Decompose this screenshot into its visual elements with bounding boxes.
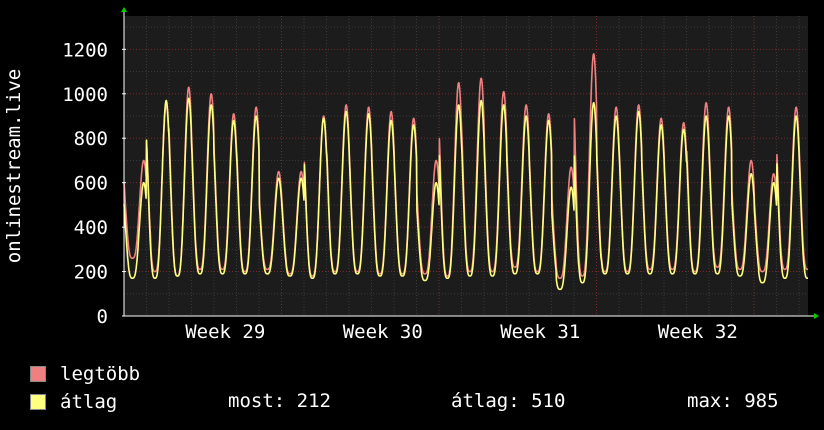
x-tick-label: Week 29 <box>185 321 265 343</box>
y-tick-label: 800 <box>74 128 108 150</box>
series-layer <box>123 53 809 291</box>
y-axis-arrow-icon <box>121 7 127 12</box>
y-tick-label: 600 <box>74 173 108 195</box>
legend-label-max: legtöbb <box>60 363 141 385</box>
x-tick-label: Week 30 <box>343 321 423 343</box>
axes <box>121 7 819 319</box>
legend-item-avg: átlag <box>30 390 117 414</box>
series-line-atlag <box>123 97 809 291</box>
tick-labels: 0 200 400 600 800 1000 1200 Week 29 Week 30 Week … <box>62 39 738 343</box>
x-tick-label: Week 31 <box>500 321 580 343</box>
y-tick-label: 1000 <box>62 84 108 106</box>
chart: 0 200 400 600 800 1000 1200 Week 29 Week 30 Week … <box>3 7 819 343</box>
y-axis-label: onlinestream.live <box>3 69 25 263</box>
stat-max: max: 985 <box>687 390 779 412</box>
legend-item-max: legtöbb <box>30 362 140 386</box>
y-tick-label: 0 <box>97 306 108 328</box>
legend-swatch-avg <box>30 394 46 410</box>
y-tick-label: 400 <box>74 217 108 239</box>
plot-area <box>124 16 808 316</box>
y-tick-label: 200 <box>74 262 108 284</box>
y-tick-label: 1200 <box>62 39 108 61</box>
x-axis-arrow-icon <box>814 313 819 319</box>
legend-swatch-max <box>30 366 46 382</box>
stat-average: átlag: 510 <box>451 390 566 412</box>
x-tick-label: Week 32 <box>658 321 738 343</box>
stat-current: most: 212 <box>228 390 331 412</box>
legend-label-avg: átlag <box>60 391 118 413</box>
